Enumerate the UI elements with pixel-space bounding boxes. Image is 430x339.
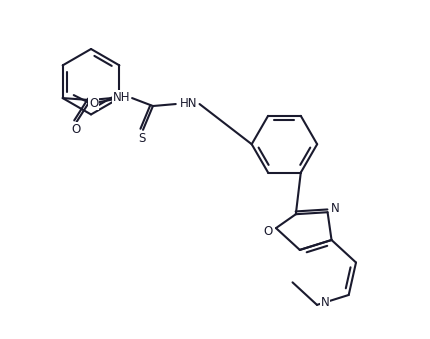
Text: N: N xyxy=(320,296,329,310)
Text: O: O xyxy=(263,224,272,238)
Text: O: O xyxy=(89,97,98,109)
Text: HN: HN xyxy=(179,97,197,109)
Text: O: O xyxy=(71,123,80,136)
Text: S: S xyxy=(138,132,145,145)
Text: N: N xyxy=(330,202,339,215)
Text: NH: NH xyxy=(112,91,130,104)
